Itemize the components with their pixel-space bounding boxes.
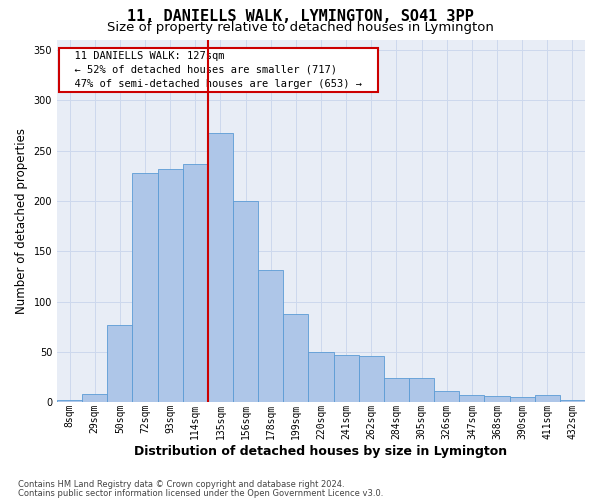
Bar — [384, 378, 409, 402]
Bar — [107, 325, 133, 402]
Bar — [459, 396, 484, 402]
Text: 11 DANIELLS WALK: 127sqm
  ← 52% of detached houses are smaller (717)
  47% of s: 11 DANIELLS WALK: 127sqm ← 52% of detach… — [62, 51, 375, 89]
Bar — [560, 400, 585, 402]
Bar — [82, 394, 107, 402]
Bar — [535, 396, 560, 402]
Bar — [258, 270, 283, 402]
X-axis label: Distribution of detached houses by size in Lymington: Distribution of detached houses by size … — [134, 444, 508, 458]
Bar — [334, 355, 359, 403]
Bar — [509, 398, 535, 402]
Text: Size of property relative to detached houses in Lymington: Size of property relative to detached ho… — [107, 21, 493, 34]
Bar — [233, 201, 258, 402]
Bar — [283, 314, 308, 402]
Bar — [409, 378, 434, 402]
Bar — [434, 391, 459, 402]
Bar — [158, 169, 183, 402]
Bar — [57, 400, 82, 402]
Y-axis label: Number of detached properties: Number of detached properties — [15, 128, 28, 314]
Text: Contains public sector information licensed under the Open Government Licence v3: Contains public sector information licen… — [18, 488, 383, 498]
Bar — [133, 173, 158, 402]
Bar — [359, 356, 384, 403]
Bar — [183, 164, 208, 402]
Bar — [208, 132, 233, 402]
Text: 11, DANIELLS WALK, LYMINGTON, SO41 3PP: 11, DANIELLS WALK, LYMINGTON, SO41 3PP — [127, 9, 473, 24]
Bar — [308, 352, 334, 403]
Bar — [484, 396, 509, 402]
Text: Contains HM Land Registry data © Crown copyright and database right 2024.: Contains HM Land Registry data © Crown c… — [18, 480, 344, 489]
